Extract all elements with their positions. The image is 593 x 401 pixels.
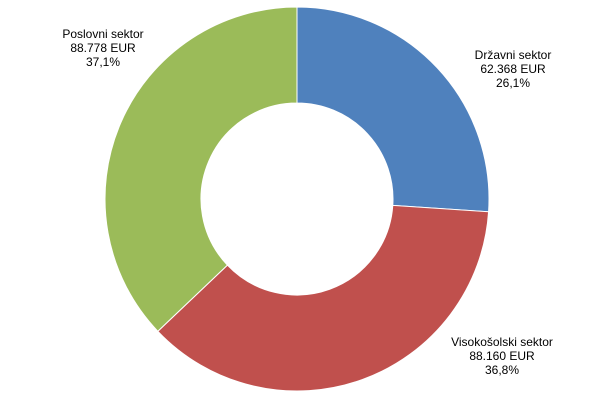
label-visokosolski-sektor: Visokošolski sektor 88.160 EUR 36,8%: [432, 335, 572, 377]
label-percent: 36,8%: [484, 363, 520, 377]
label-value: 62.368 EUR: [480, 62, 546, 76]
label-value: 88.160 EUR: [469, 349, 535, 363]
label-drzavni-sektor: Državni sektor 62.368 EUR 26,1%: [458, 48, 568, 90]
label-poslovni-sektor: Poslovni sektor 88.778 EUR 37,1%: [48, 27, 158, 69]
donut-slice-2: [104, 6, 298, 333]
label-name: Poslovni sektor: [62, 27, 144, 41]
label-percent: 26,1%: [495, 76, 531, 90]
donut-slice-1: [157, 204, 490, 392]
label-name: Visokošolski sektor: [451, 335, 553, 349]
donut-slice-0: [296, 6, 490, 213]
label-percent: 37,1%: [85, 55, 121, 69]
label-name: Državni sektor: [474, 48, 552, 62]
label-value: 88.778 EUR: [70, 41, 136, 55]
